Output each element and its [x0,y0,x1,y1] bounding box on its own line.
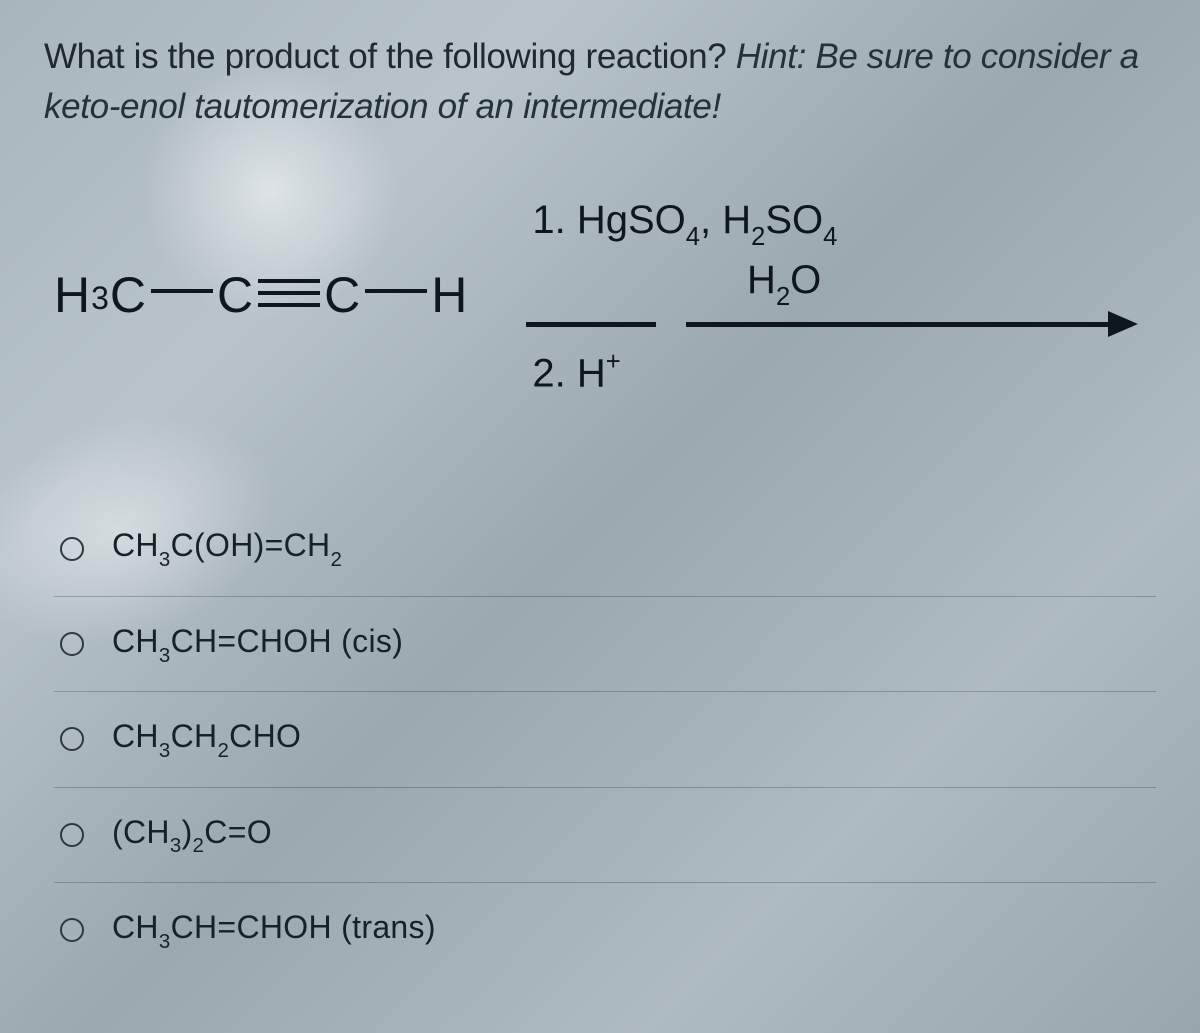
radio-icon[interactable] [60,823,84,847]
radio-icon[interactable] [60,918,84,942]
single-bond-icon [365,289,427,293]
radio-icon[interactable] [60,632,84,656]
reaction-scheme: H3C C C H 1. HgSO4, H2SO4 H2O [44,193,1156,396]
reaction-arrow-icon [526,320,1132,328]
reagents-top: 1. HgSO4, H2SO4 H2O [514,193,1156,312]
radio-icon[interactable] [60,537,84,561]
answer-choice[interactable]: CH3CH=CHOH (trans) [54,883,1156,977]
choice-label: CH3C(OH)=CH2 [112,527,342,569]
answer-choice[interactable]: CH3C(OH)=CH2 [54,501,1156,596]
question-stem: What is the product of the following rea… [44,32,1156,131]
reagents-bottom: 2. H+ [514,350,1156,396]
reactant-formula: H3C C C H [54,266,468,324]
choice-label: CH3CH2CHO [112,718,301,760]
question-card: What is the product of the following rea… [0,0,1200,1033]
reaction-arrow-group: 1. HgSO4, H2SO4 H2O 2. H+ [514,193,1156,396]
answer-choice[interactable]: (CH3)2C=O [54,788,1156,883]
answer-choices: CH3C(OH)=CH2 CH3CH=CHOH (cis) CH3CH2CHO … [44,501,1156,977]
single-bond-icon [151,289,213,293]
choice-label: CH3CH=CHOH (cis) [112,623,403,665]
choice-label: (CH3)2C=O [112,814,272,856]
answer-choice[interactable]: CH3CH=CHOH (cis) [54,597,1156,692]
triple-bond-icon [258,279,320,307]
answer-choice[interactable]: CH3CH2CHO [54,692,1156,787]
radio-icon[interactable] [60,727,84,751]
stem-text: What is the product of the following rea… [44,37,736,76]
choice-label: CH3CH=CHOH (trans) [112,909,436,951]
